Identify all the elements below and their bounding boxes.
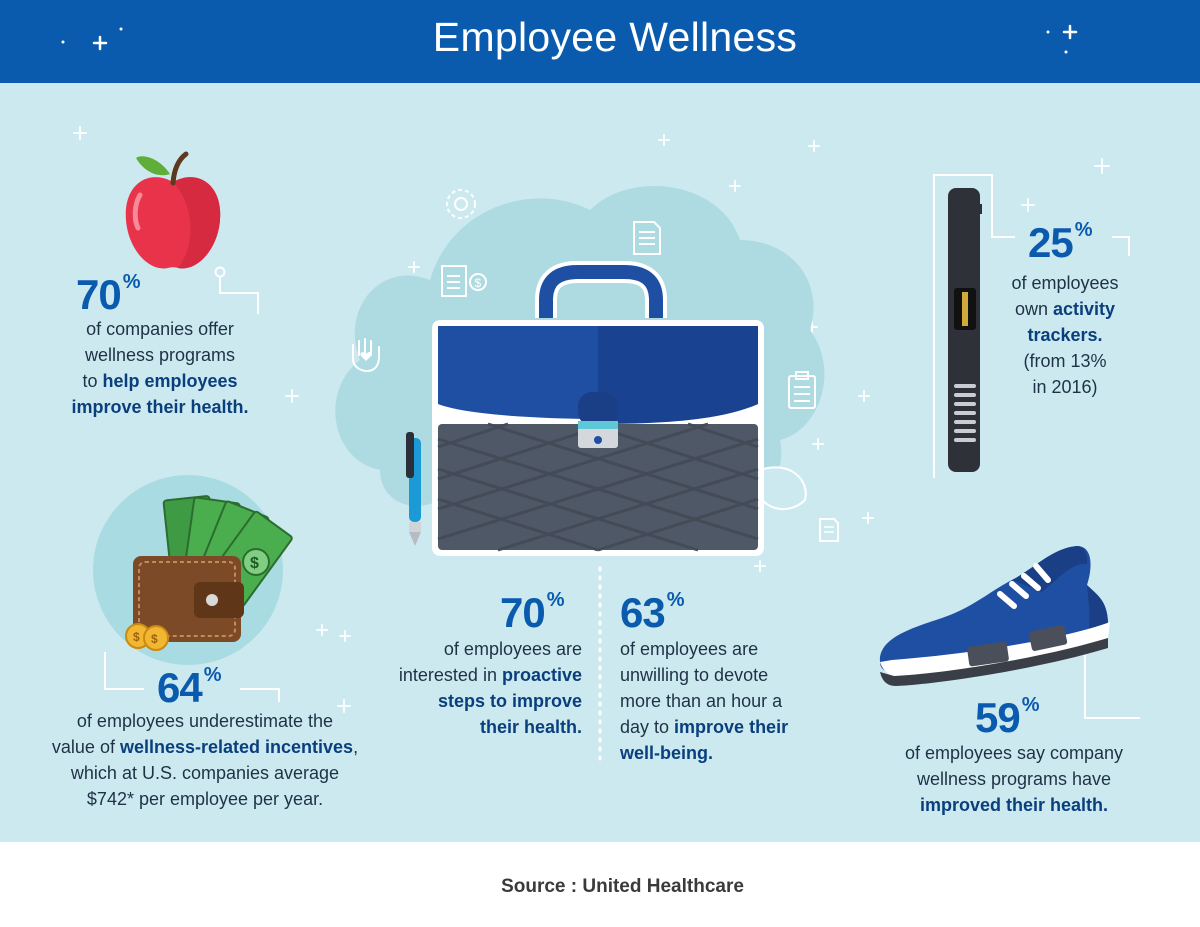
stat-incentives-text: of employees underestimate the value of … bbox=[51, 711, 359, 809]
svg-text:$: $ bbox=[250, 555, 259, 572]
stat-unwilling-value: 63% bbox=[620, 589, 685, 636]
connector-line bbox=[104, 652, 106, 690]
stat-companies-value: 70% bbox=[76, 271, 141, 318]
connector-line bbox=[991, 236, 1015, 238]
footer bbox=[0, 842, 1200, 927]
svg-text:$: $ bbox=[475, 276, 482, 290]
stat-improved-value: 59% bbox=[975, 694, 1040, 741]
document-icon bbox=[633, 221, 661, 255]
connector-line bbox=[219, 272, 221, 294]
wallet-icon bbox=[133, 556, 244, 642]
connector-line bbox=[257, 292, 259, 314]
sparkle-icon bbox=[61, 27, 123, 51]
document-icon bbox=[819, 518, 839, 542]
pen-icon bbox=[406, 432, 421, 546]
connector-line bbox=[991, 174, 993, 238]
coins-icon: $ $ bbox=[125, 623, 169, 651]
heart-hand-icon bbox=[352, 338, 380, 373]
connector-line bbox=[240, 688, 280, 690]
stat-unwilling-text: of employees are unwilling to devote mor… bbox=[620, 639, 789, 763]
apple-icon bbox=[125, 151, 221, 269]
stat-trackers-value: 25% bbox=[1028, 219, 1093, 266]
clipboard-dollar-icon: $ bbox=[441, 265, 487, 297]
connector-line bbox=[1112, 236, 1130, 238]
connector-line bbox=[1128, 236, 1130, 256]
connector-line bbox=[933, 174, 993, 176]
divider-dotted bbox=[598, 566, 602, 765]
stat-companies-text: of companies offer wellness programs to … bbox=[71, 319, 249, 417]
connector-dot bbox=[214, 266, 226, 278]
connector-line bbox=[219, 292, 259, 294]
connector-line bbox=[1084, 655, 1086, 719]
sparkle-icon bbox=[1046, 24, 1078, 54]
stat-incentives-value: 64% bbox=[157, 664, 222, 711]
header-bar bbox=[0, 0, 1200, 83]
sneaker-icon bbox=[879, 546, 1110, 686]
fitness-tracker-icon bbox=[948, 188, 982, 472]
briefcase-icon bbox=[432, 261, 764, 556]
clipboard-icon bbox=[788, 371, 816, 409]
connector-line bbox=[1084, 717, 1140, 719]
connector-line bbox=[104, 688, 144, 690]
stat-improved-text: of employees say company wellness progra… bbox=[904, 743, 1124, 815]
stat-proactive-value: 70% bbox=[500, 589, 565, 636]
stat-proactive-text: of employees are interested in proactive… bbox=[398, 639, 582, 737]
page-title: Employee Wellness bbox=[432, 14, 798, 60]
gear-icon bbox=[446, 189, 476, 219]
svg-text:$: $ bbox=[151, 632, 158, 646]
stat-trackers-text: of employees own activity trackers. (fro… bbox=[1011, 273, 1119, 397]
svg-text:$: $ bbox=[133, 630, 140, 644]
connector-line bbox=[933, 174, 935, 478]
source-credit: Source : United Healthcare bbox=[501, 876, 744, 897]
connector-line bbox=[278, 688, 280, 702]
